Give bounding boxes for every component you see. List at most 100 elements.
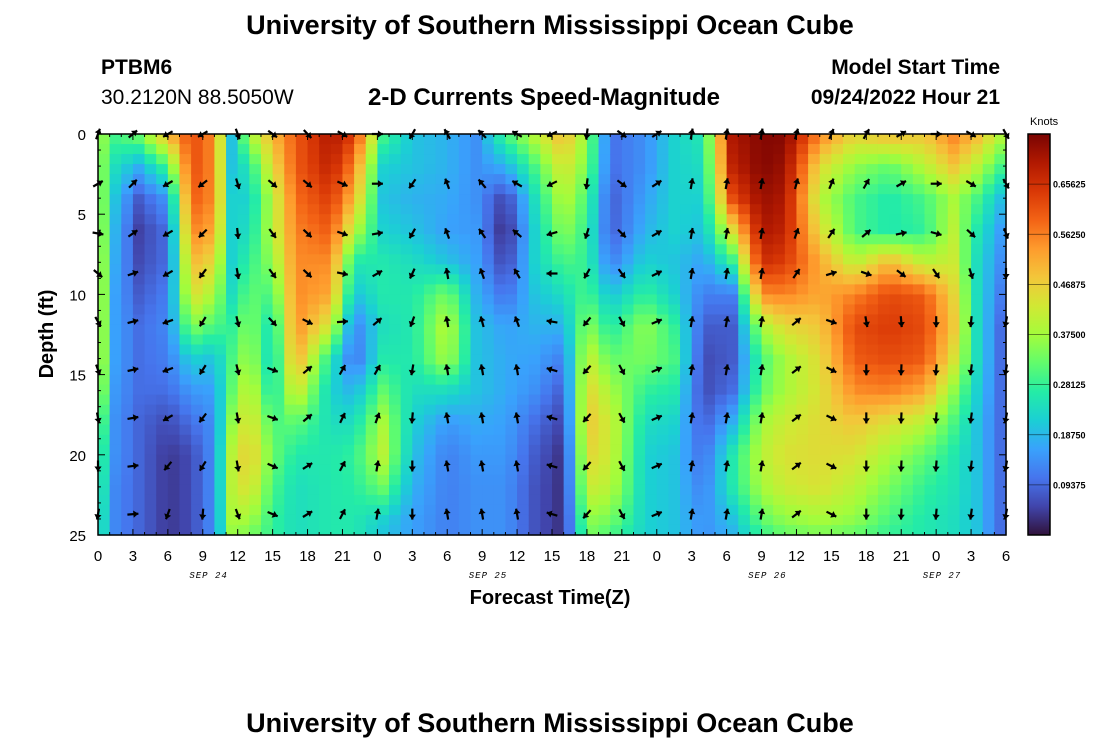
- heatmap-cell: [237, 344, 250, 356]
- heatmap-cell: [272, 484, 285, 496]
- heatmap-cell: [470, 414, 483, 426]
- heatmap-cell: [249, 364, 262, 376]
- heatmap-cell: [924, 384, 937, 396]
- heatmap-cell: [342, 314, 355, 326]
- heatmap-cell: [738, 384, 751, 396]
- arrow-head: [271, 414, 278, 422]
- heatmap-cell: [924, 134, 937, 145]
- heatmap-cell: [354, 454, 367, 466]
- heatmap-cell: [528, 304, 541, 316]
- current-vector-arrow: [408, 268, 416, 279]
- heatmap-cell: [773, 374, 786, 386]
- heatmap-cell: [959, 154, 972, 165]
- heatmap-cell: [377, 304, 390, 316]
- heatmap-cell: [784, 134, 798, 145]
- heatmap-cell: [412, 224, 425, 235]
- heatmap-cell: [179, 234, 192, 245]
- heatmap-cell: [167, 294, 181, 306]
- heatmap-cell: [668, 374, 681, 386]
- heatmap-cell: [656, 474, 670, 486]
- heatmap-cell: [831, 384, 844, 396]
- heatmap-cell: [575, 324, 588, 336]
- heatmap-cell: [714, 434, 728, 446]
- heatmap-cell: [540, 384, 553, 396]
- current-vector-arrow: [513, 316, 521, 328]
- heatmap-cell: [121, 274, 134, 285]
- heatmap-cell: [889, 164, 902, 175]
- heatmap-cell: [156, 324, 169, 336]
- heatmap-cell: [144, 254, 157, 265]
- heatmap-cell: [784, 274, 798, 285]
- heatmap-cell: [342, 344, 355, 356]
- heatmap-cell: [761, 144, 774, 155]
- heatmap-cell: [307, 464, 320, 476]
- heatmap-cell: [202, 364, 216, 376]
- heatmap-cell: [610, 454, 623, 466]
- heatmap-cell: [412, 464, 425, 476]
- heatmap-cell: [260, 494, 274, 506]
- heatmap-cell: [435, 374, 448, 386]
- current-vector-arrow: [932, 268, 941, 279]
- heatmap-cell: [831, 274, 844, 285]
- station-coordinates: 30.2120N 88.5050W: [101, 86, 294, 109]
- heatmap-cell: [377, 324, 390, 336]
- heatmap-cell: [109, 154, 122, 165]
- heatmap-cell: [284, 224, 297, 235]
- heatmap-cell: [226, 454, 239, 466]
- heatmap-cell: [342, 294, 355, 306]
- x-tick-label: 12: [229, 548, 246, 565]
- heatmap-cell: [784, 304, 798, 316]
- current-vector-arrow: [302, 462, 313, 470]
- heatmap-cell: [517, 414, 530, 426]
- heatmap-cell: [959, 324, 972, 336]
- arrow-head: [162, 318, 169, 326]
- arrow-head: [443, 460, 451, 467]
- current-vector-arrow: [651, 179, 663, 188]
- heatmap-cell: [458, 404, 472, 416]
- heatmap-cell: [866, 394, 879, 406]
- heatmap-cell: [249, 194, 262, 205]
- heatmap-cell: [575, 164, 588, 175]
- heatmap-cell: [167, 164, 181, 175]
- heatmap-cell: [901, 334, 914, 346]
- heatmap-cell: [493, 314, 507, 326]
- heatmap-cell: [726, 294, 739, 306]
- heatmap-cell: [505, 514, 518, 526]
- heatmap-cell: [517, 164, 530, 175]
- heatmap-cell: [552, 264, 565, 275]
- heatmap-cell: [365, 134, 378, 145]
- arrow-head: [935, 230, 942, 238]
- current-vector-arrow: [302, 268, 313, 279]
- heatmap-cell: [738, 414, 751, 426]
- heatmap-cell: [994, 384, 1007, 396]
- heatmap-cell: [202, 314, 216, 326]
- arrow-head: [932, 370, 940, 376]
- heatmap-cell: [936, 314, 949, 326]
- heatmap-cell: [167, 154, 181, 165]
- heatmap-cell: [645, 334, 658, 346]
- heatmap-cell: [656, 244, 670, 255]
- heatmap-cell: [598, 294, 611, 306]
- heatmap-cell: [947, 184, 961, 195]
- heatmap-cell: [621, 244, 635, 255]
- arrow-head: [655, 318, 662, 325]
- heatmap-cell: [493, 304, 507, 316]
- heatmap-cell: [645, 294, 658, 306]
- heatmap-cell: [831, 364, 844, 376]
- heatmap-cell: [121, 464, 134, 476]
- heatmap-cell: [912, 384, 926, 396]
- heatmap-cell: [307, 354, 320, 366]
- heatmap-cell: [307, 214, 320, 225]
- heatmap-cell: [994, 264, 1007, 275]
- heatmap-cell: [167, 524, 181, 536]
- arrow-head: [897, 370, 905, 376]
- heatmap-cell: [901, 514, 914, 526]
- heatmap-cell: [330, 454, 344, 466]
- heatmap-cell: [191, 274, 204, 285]
- current-vector-arrow: [373, 460, 381, 472]
- heatmap-cell: [214, 444, 227, 456]
- heatmap-cell: [237, 504, 250, 516]
- heatmap-cell: [284, 214, 297, 225]
- heatmap-cell: [796, 214, 809, 225]
- heatmap-cell: [260, 254, 274, 265]
